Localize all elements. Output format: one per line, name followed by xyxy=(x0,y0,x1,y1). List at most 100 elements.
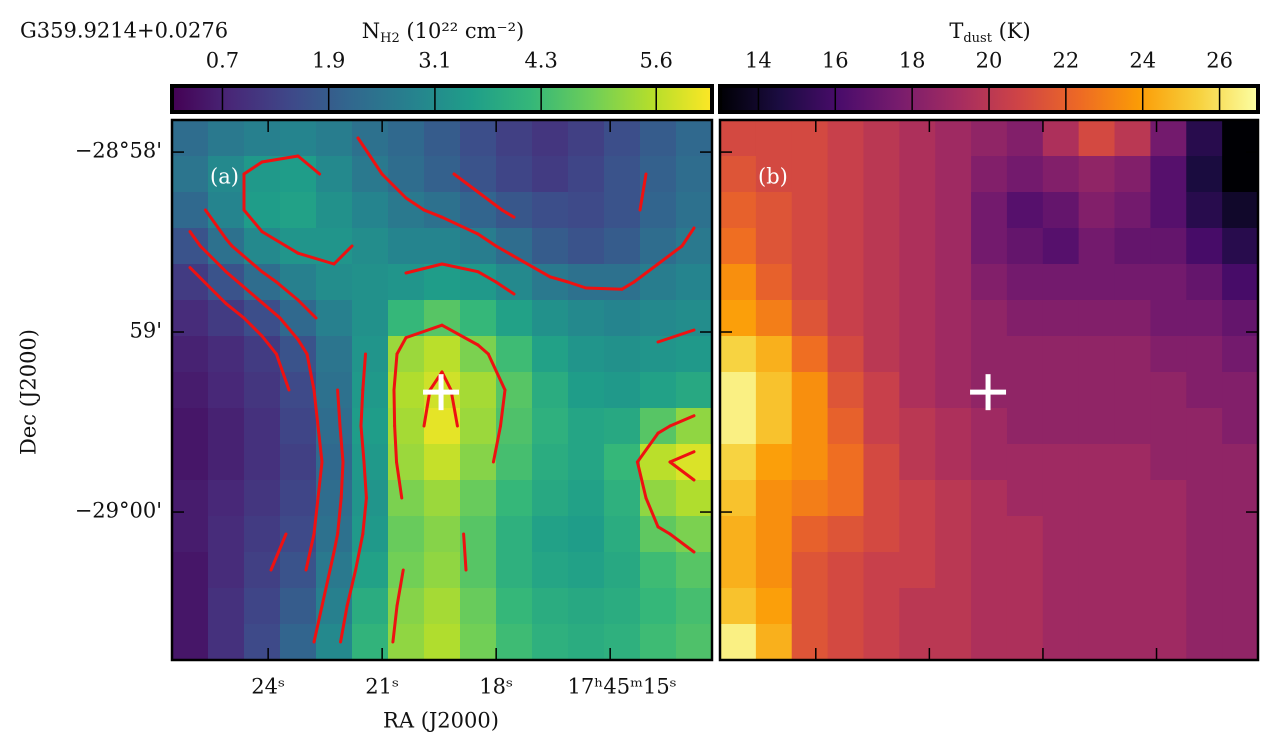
heatmap-cell xyxy=(1150,192,1187,229)
heatmap-cell xyxy=(640,624,677,661)
heatmap-cell xyxy=(1078,156,1116,193)
heatmap-cell xyxy=(280,264,317,301)
heatmap-cell xyxy=(532,228,569,265)
heatmap-cell xyxy=(1042,588,1080,625)
heatmap-cell xyxy=(424,588,461,625)
colorbar-tick-label: 5.6 xyxy=(640,49,673,73)
heatmap-cell xyxy=(604,552,641,589)
heatmap-cell xyxy=(863,156,900,193)
heatmap-cell xyxy=(172,120,209,157)
heatmap-cell xyxy=(568,588,605,625)
contour-segment xyxy=(395,336,408,356)
heatmap-cell xyxy=(827,624,865,661)
heatmap-cell xyxy=(604,516,641,553)
heatmap-cell xyxy=(1114,264,1151,301)
heatmap-cell xyxy=(1042,552,1080,589)
heatmap-cell xyxy=(208,120,245,157)
contour-segment xyxy=(260,154,300,164)
heatmap-cell xyxy=(863,552,900,589)
heatmap-cell xyxy=(208,552,245,589)
heatmap-cell xyxy=(755,228,793,265)
heatmap-cell xyxy=(316,192,353,229)
heatmap-cell xyxy=(640,228,677,265)
heatmap-cell xyxy=(1078,264,1116,301)
heatmap-cell xyxy=(935,120,972,157)
heatmap-cell xyxy=(791,228,829,265)
heatmap-cell xyxy=(244,228,281,265)
heatmap-cell xyxy=(676,336,713,373)
heatmap-image xyxy=(172,120,713,661)
heatmap-cell xyxy=(496,156,533,193)
panel-frame xyxy=(718,118,1260,662)
heatmap-cell xyxy=(424,120,461,157)
heatmap-cell xyxy=(640,588,677,625)
heatmap-cell xyxy=(827,300,865,337)
heatmap-cell xyxy=(971,444,1008,481)
heatmap-cell xyxy=(1114,444,1151,481)
contour-segment xyxy=(328,550,336,572)
heatmap-cell xyxy=(352,624,389,661)
contour-segment xyxy=(656,328,696,344)
heatmap-cell xyxy=(971,408,1008,445)
contour-segment xyxy=(680,226,696,248)
contour-segment xyxy=(395,568,405,608)
colorbar-tick-label: 14 xyxy=(745,49,772,73)
colorbar-label: Tdust (K) xyxy=(949,19,1030,46)
contour-segment xyxy=(359,388,365,428)
heatmap-cell xyxy=(791,588,829,625)
heatmap-cell xyxy=(1186,264,1223,301)
heatmap-cell xyxy=(532,552,569,589)
heatmap-cell xyxy=(1150,480,1187,517)
contour-segment xyxy=(305,352,316,392)
heatmap-cell xyxy=(863,264,900,301)
heatmap-cell xyxy=(935,588,972,625)
heatmap-cell xyxy=(316,552,353,589)
heatmap-cell xyxy=(460,156,497,193)
heatmap-cell xyxy=(971,300,1008,337)
heatmap-cell xyxy=(863,480,900,517)
heatmap-cell xyxy=(244,408,281,445)
heatmap-cell xyxy=(352,408,389,445)
contour-segment xyxy=(242,316,264,338)
heatmap-cell xyxy=(388,120,425,157)
colorbar xyxy=(170,84,714,114)
heatmap-cell xyxy=(460,588,497,625)
contour-segment xyxy=(260,270,278,284)
heatmap-cell xyxy=(640,552,677,589)
heatmap-cell xyxy=(1006,300,1044,337)
heatmap-cell xyxy=(1078,444,1116,481)
contour-segment xyxy=(452,172,480,194)
heatmap-cell xyxy=(827,336,865,373)
heatmap-cell xyxy=(935,480,972,517)
heatmap-cell xyxy=(899,408,936,445)
heatmap-cell xyxy=(720,264,757,301)
heatmap-cell xyxy=(352,192,389,229)
heatmap-cell xyxy=(1186,156,1223,193)
contour-segment xyxy=(312,388,320,428)
heatmap-cell xyxy=(604,336,641,373)
heatmap-cell xyxy=(172,480,209,517)
contour-segment xyxy=(203,208,228,241)
heatmap-cell xyxy=(1222,120,1259,157)
heatmap-cell xyxy=(604,444,641,481)
heatmap-cell xyxy=(971,480,1008,517)
heatmap-cell xyxy=(755,264,793,301)
heatmap-cell xyxy=(1006,228,1044,265)
heatmap-cell xyxy=(1186,336,1223,373)
heatmap-cell xyxy=(791,552,829,589)
colorbar-tick-label: 3.1 xyxy=(418,49,451,73)
heatmap-cell xyxy=(676,192,713,229)
heatmap-cell xyxy=(827,228,865,265)
heatmap-cell xyxy=(791,444,829,481)
heatmap-cell xyxy=(1150,588,1187,625)
heatmap-cell xyxy=(720,588,757,625)
contour-segment xyxy=(638,172,648,212)
contour-segment xyxy=(656,424,672,435)
heatmap-cell xyxy=(1222,228,1259,265)
heatmap-cell xyxy=(755,444,793,481)
contour-segment xyxy=(393,424,399,464)
heatmap-cell xyxy=(1222,192,1259,229)
heatmap-cell xyxy=(1078,120,1116,157)
heatmap-cell xyxy=(316,372,353,409)
